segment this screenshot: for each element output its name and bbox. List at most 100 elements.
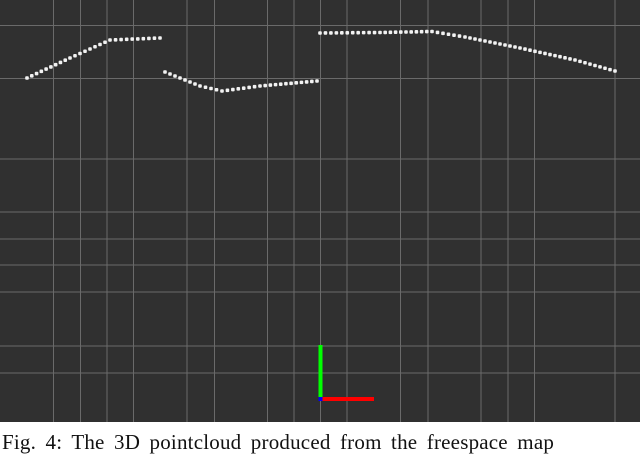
point — [209, 86, 213, 91]
point — [78, 51, 82, 56]
point — [147, 36, 151, 41]
point — [457, 34, 462, 38]
point — [568, 57, 572, 61]
point — [130, 37, 135, 41]
point — [488, 40, 492, 44]
figure-caption: Fig. 4: The 3D pointcloud produced from … — [2, 430, 555, 454]
point — [73, 53, 77, 58]
point — [263, 83, 267, 88]
point — [419, 29, 424, 34]
point — [518, 46, 522, 50]
point — [523, 47, 527, 51]
point — [294, 81, 299, 85]
point — [188, 80, 192, 84]
point — [414, 30, 419, 34]
point — [334, 31, 339, 35]
point — [513, 45, 517, 49]
point — [236, 87, 241, 91]
point — [441, 31, 445, 36]
point — [34, 71, 39, 76]
point — [383, 30, 387, 35]
point — [168, 72, 172, 76]
point — [329, 31, 333, 35]
point — [603, 66, 607, 71]
point — [113, 37, 118, 42]
point — [203, 85, 208, 90]
point — [39, 69, 44, 74]
point — [220, 89, 224, 93]
point — [25, 76, 29, 80]
point — [468, 36, 472, 40]
point — [258, 84, 262, 88]
point — [399, 30, 403, 34]
point — [393, 30, 398, 34]
point — [163, 70, 167, 74]
point — [498, 42, 502, 46]
point — [49, 65, 53, 69]
point — [83, 49, 87, 54]
point — [409, 30, 413, 34]
point — [98, 42, 102, 47]
point — [613, 69, 617, 73]
point — [430, 29, 434, 34]
point — [593, 63, 597, 68]
point — [231, 87, 235, 92]
point — [58, 60, 63, 65]
point — [278, 82, 283, 86]
point — [588, 62, 592, 66]
point — [173, 74, 177, 78]
point — [463, 35, 467, 39]
pointcloud — [25, 29, 617, 93]
point — [247, 85, 251, 90]
point — [435, 30, 440, 35]
point — [119, 37, 123, 42]
point — [103, 40, 107, 45]
point — [367, 30, 371, 35]
point — [178, 76, 182, 80]
point — [284, 81, 288, 86]
point — [299, 80, 304, 85]
point — [88, 47, 92, 51]
point — [452, 33, 456, 37]
point — [63, 58, 68, 63]
point — [378, 30, 382, 35]
point — [29, 73, 34, 78]
point — [318, 31, 322, 35]
point — [503, 43, 507, 47]
point — [583, 60, 587, 65]
point — [508, 44, 512, 48]
point — [548, 52, 552, 57]
point — [241, 86, 246, 90]
point — [478, 38, 482, 42]
pointcloud-scene — [0, 0, 640, 422]
point — [323, 31, 328, 35]
point — [268, 83, 273, 87]
z-axis-blue — [318, 397, 323, 401]
point — [553, 53, 557, 58]
point — [158, 36, 162, 40]
point — [372, 30, 377, 35]
point — [558, 54, 562, 59]
point — [183, 78, 187, 82]
point — [340, 31, 344, 35]
point — [53, 62, 58, 67]
point — [404, 30, 408, 34]
point — [578, 59, 582, 64]
point — [310, 79, 314, 84]
point — [44, 67, 48, 71]
point — [528, 48, 532, 52]
point — [608, 67, 612, 72]
point — [193, 82, 197, 86]
point — [124, 37, 129, 42]
point — [345, 30, 350, 35]
point — [273, 82, 278, 87]
point — [483, 39, 487, 43]
point — [563, 56, 567, 60]
rviz-viewport — [0, 0, 640, 422]
point — [252, 84, 257, 89]
point — [473, 37, 477, 41]
point — [152, 36, 157, 41]
point — [356, 30, 360, 35]
point — [214, 87, 219, 92]
point — [108, 38, 112, 42]
